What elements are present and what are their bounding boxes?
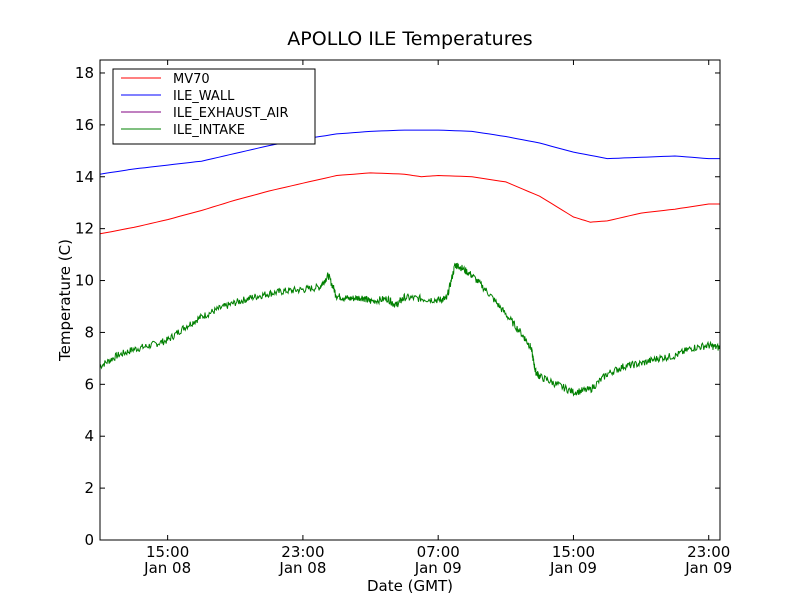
y-tick-label: 12 xyxy=(75,220,94,238)
x-axis-label: Date (GMT) xyxy=(367,577,453,595)
y-tick-label: 0 xyxy=(84,531,94,549)
y-axis-label: Temperature (C) xyxy=(56,239,74,362)
legend-box xyxy=(112,68,316,145)
x-tick-label-time: 15:00 xyxy=(146,543,189,561)
x-tick-label-date: Jan 09 xyxy=(414,559,462,577)
y-tick-label: 10 xyxy=(75,272,94,290)
legend-label: ILE_INTAKE xyxy=(173,123,245,138)
y-tick-label: 16 xyxy=(75,116,94,134)
x-tick-label-date: Jan 08 xyxy=(143,559,191,577)
y-tick-label: 8 xyxy=(84,323,94,341)
legend-label: ILE_EXHAUST_AIR xyxy=(173,106,289,121)
y-tick-label: 14 xyxy=(75,168,94,186)
x-tick-label-time: 07:00 xyxy=(417,543,460,561)
x-tick-label-time: 15:00 xyxy=(552,543,595,561)
x-tick-label-date: Jan 09 xyxy=(549,559,597,577)
y-tick-label: 18 xyxy=(75,64,94,82)
legend-label: ILE_WALL xyxy=(173,89,235,104)
y-axis: 0 2 4 6 8 10 12 14 16 18 xyxy=(75,64,720,549)
x-tick-label-date: Jan 09 xyxy=(684,559,732,577)
axes-frame xyxy=(99,59,721,541)
x-tick-label-time: 23:00 xyxy=(281,543,324,561)
chart-title: APOLLO ILE Temperatures xyxy=(287,28,532,50)
x-tick-label-date: Jan 08 xyxy=(278,559,326,577)
x-tick-label-time: 23:00 xyxy=(687,543,730,561)
legend: MV70 ILE_WALL ILE_EXHAUST_AIR ILE_INTAKE xyxy=(112,68,316,145)
series-line-mv70 xyxy=(99,172,720,235)
series-line-ile-wall xyxy=(99,129,720,175)
y-tick-label: 2 xyxy=(84,479,94,497)
series-line-ile-intake xyxy=(99,262,721,397)
plot-area xyxy=(99,129,721,397)
y-tick-label: 6 xyxy=(84,375,94,393)
y-tick-label: 4 xyxy=(84,427,94,445)
legend-label: MV70 xyxy=(173,72,210,87)
